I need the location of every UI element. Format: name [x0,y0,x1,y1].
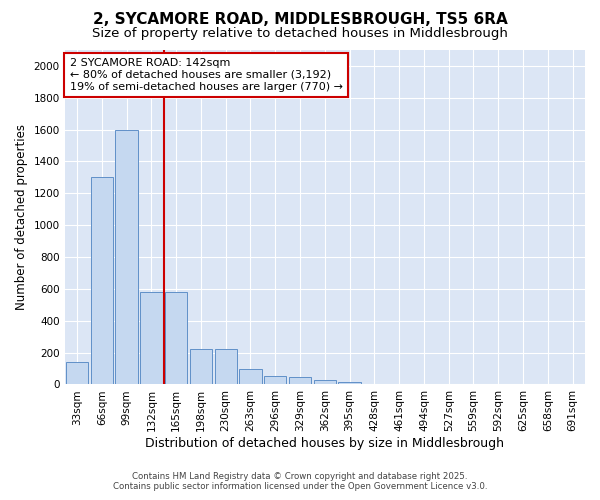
Bar [66,362,88,384]
Bar [140,292,163,384]
Bar [289,378,311,384]
Text: Contains HM Land Registry data © Crown copyright and database right 2025.
Contai: Contains HM Land Registry data © Crown c… [113,472,487,491]
Bar [190,350,212,384]
Text: 2, SYCAMORE ROAD, MIDDLESBROUGH, TS5 6RA: 2, SYCAMORE ROAD, MIDDLESBROUGH, TS5 6RA [92,12,508,28]
Bar [215,350,237,384]
Bar [338,382,361,384]
Y-axis label: Number of detached properties: Number of detached properties [15,124,28,310]
Text: Size of property relative to detached houses in Middlesbrough: Size of property relative to detached ho… [92,28,508,40]
Bar [239,368,262,384]
Bar [165,292,187,384]
Bar [314,380,336,384]
Bar [264,376,286,384]
Bar [115,130,138,384]
Text: 2 SYCAMORE ROAD: 142sqm
← 80% of detached houses are smaller (3,192)
19% of semi: 2 SYCAMORE ROAD: 142sqm ← 80% of detache… [70,58,343,92]
Bar [91,178,113,384]
X-axis label: Distribution of detached houses by size in Middlesbrough: Distribution of detached houses by size … [145,437,505,450]
